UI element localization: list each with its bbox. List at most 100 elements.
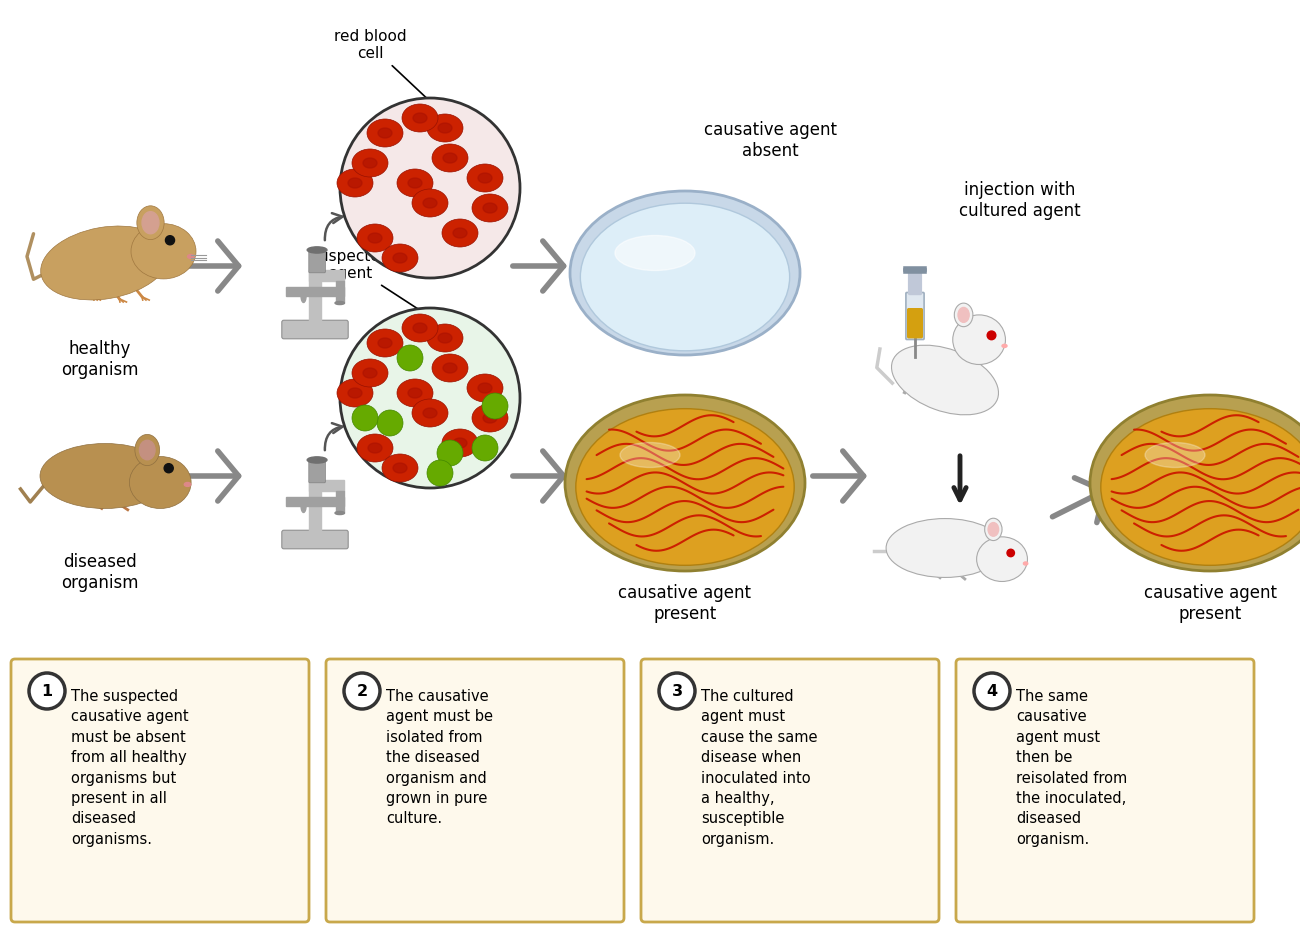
Circle shape <box>974 673 1010 709</box>
Ellipse shape <box>131 223 196 279</box>
Ellipse shape <box>467 164 503 192</box>
Ellipse shape <box>368 443 382 453</box>
Ellipse shape <box>954 303 972 326</box>
Ellipse shape <box>402 104 438 132</box>
Ellipse shape <box>139 440 155 460</box>
Circle shape <box>352 405 378 431</box>
Ellipse shape <box>412 399 448 427</box>
Ellipse shape <box>566 395 805 571</box>
Ellipse shape <box>40 226 169 300</box>
Polygon shape <box>335 491 343 513</box>
Ellipse shape <box>1101 409 1300 566</box>
Ellipse shape <box>413 113 426 123</box>
Ellipse shape <box>976 537 1027 582</box>
Ellipse shape <box>442 429 478 457</box>
Ellipse shape <box>393 253 407 263</box>
Ellipse shape <box>335 511 345 515</box>
Ellipse shape <box>478 383 491 393</box>
Ellipse shape <box>887 519 1004 578</box>
Ellipse shape <box>432 144 468 172</box>
Ellipse shape <box>393 463 407 473</box>
Ellipse shape <box>412 189 448 217</box>
Text: The same
causative
agent must
then be
reisolated from
the inoculated,
diseased
o: The same causative agent must then be re… <box>1017 689 1127 847</box>
Ellipse shape <box>1002 344 1008 347</box>
Text: 1: 1 <box>42 684 52 699</box>
Ellipse shape <box>136 205 164 239</box>
Ellipse shape <box>438 123 452 133</box>
Ellipse shape <box>382 244 419 272</box>
Ellipse shape <box>363 368 377 378</box>
Ellipse shape <box>337 169 373 197</box>
Ellipse shape <box>307 247 328 253</box>
Ellipse shape <box>408 388 422 398</box>
FancyBboxPatch shape <box>309 459 325 483</box>
Ellipse shape <box>576 409 794 566</box>
Ellipse shape <box>358 434 393 462</box>
Text: healthy
organism: healthy organism <box>61 340 139 379</box>
FancyBboxPatch shape <box>909 267 922 295</box>
Ellipse shape <box>472 194 508 222</box>
Text: The causative
agent must be
isolated from
the diseased
organism and
grown in pur: The causative agent must be isolated fro… <box>386 689 493 826</box>
Ellipse shape <box>422 408 437 418</box>
FancyBboxPatch shape <box>282 320 348 339</box>
Ellipse shape <box>484 203 497 213</box>
Circle shape <box>987 331 996 340</box>
Ellipse shape <box>40 444 170 508</box>
Text: causative agent
present: causative agent present <box>1144 584 1277 623</box>
Ellipse shape <box>187 254 194 259</box>
Ellipse shape <box>580 204 789 351</box>
Text: injection with
cultured agent: injection with cultured agent <box>959 181 1080 220</box>
Circle shape <box>482 393 508 419</box>
Ellipse shape <box>335 301 345 305</box>
Ellipse shape <box>953 315 1005 365</box>
Ellipse shape <box>135 434 160 465</box>
Ellipse shape <box>185 482 191 487</box>
Text: causative agent
absent: causative agent absent <box>703 121 836 160</box>
Ellipse shape <box>378 338 393 348</box>
Ellipse shape <box>443 363 458 373</box>
Ellipse shape <box>984 518 1002 540</box>
Ellipse shape <box>382 454 419 482</box>
Ellipse shape <box>348 388 361 398</box>
Ellipse shape <box>958 308 970 323</box>
Ellipse shape <box>378 128 393 138</box>
Ellipse shape <box>484 413 497 423</box>
Circle shape <box>29 673 65 709</box>
FancyBboxPatch shape <box>956 659 1254 922</box>
Ellipse shape <box>442 219 478 247</box>
Ellipse shape <box>569 191 800 355</box>
Ellipse shape <box>422 198 437 208</box>
FancyBboxPatch shape <box>282 530 348 549</box>
Ellipse shape <box>443 153 458 163</box>
Polygon shape <box>309 270 343 280</box>
FancyBboxPatch shape <box>326 659 624 922</box>
Polygon shape <box>309 272 321 323</box>
Ellipse shape <box>396 379 433 407</box>
Text: 4: 4 <box>987 684 997 699</box>
Text: 3: 3 <box>671 684 683 699</box>
Ellipse shape <box>367 329 403 357</box>
Circle shape <box>437 440 463 466</box>
Ellipse shape <box>302 288 307 302</box>
Circle shape <box>659 673 696 709</box>
Ellipse shape <box>408 178 422 188</box>
Ellipse shape <box>615 235 696 270</box>
Ellipse shape <box>307 457 328 463</box>
Circle shape <box>164 463 173 473</box>
Ellipse shape <box>438 333 452 343</box>
Circle shape <box>396 345 422 371</box>
Ellipse shape <box>363 158 377 168</box>
Ellipse shape <box>1089 395 1300 571</box>
Ellipse shape <box>358 224 393 252</box>
Ellipse shape <box>130 457 191 508</box>
Ellipse shape <box>620 443 680 467</box>
Text: causative agent
present: causative agent present <box>619 584 751 623</box>
Ellipse shape <box>1145 443 1205 467</box>
Ellipse shape <box>352 359 387 387</box>
Ellipse shape <box>452 438 467 448</box>
Text: suspected
agent: suspected agent <box>311 249 433 319</box>
Ellipse shape <box>426 114 463 142</box>
Ellipse shape <box>413 323 426 333</box>
Circle shape <box>1008 550 1014 556</box>
Circle shape <box>341 98 520 278</box>
